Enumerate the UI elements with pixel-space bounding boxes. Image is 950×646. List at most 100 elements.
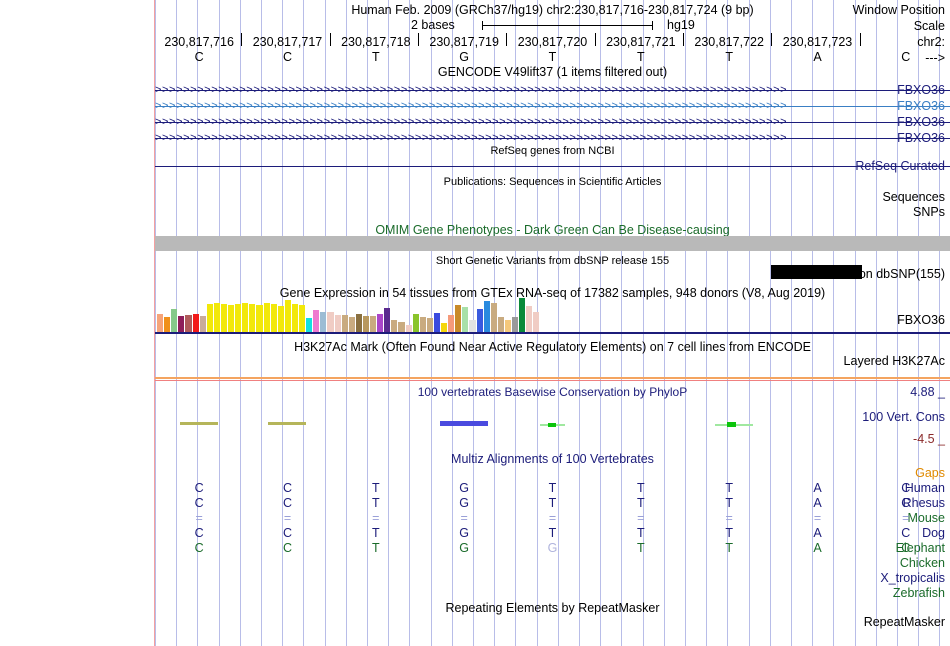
gtex-tissue-bar[interactable] — [433, 312, 441, 332]
gtex-tissue-bar[interactable] — [235, 303, 242, 332]
gtex-tissue-bar[interactable] — [220, 303, 228, 332]
gtex-tissue-bar[interactable] — [228, 304, 235, 332]
species-label-elephant[interactable]: Elephant — [895, 541, 945, 555]
gtex-tissue-bar[interactable] — [398, 321, 405, 332]
gtex-tissue-bar[interactable] — [291, 303, 299, 332]
gtex-tissue-bar[interactable] — [313, 310, 320, 332]
gtex-tissue-bar[interactable] — [306, 318, 313, 332]
gtex-tissue-bar[interactable] — [455, 304, 462, 332]
gtex-tissue-bar[interactable] — [242, 302, 249, 332]
gtex-tissue-bar[interactable] — [476, 309, 483, 332]
alignment-base: T — [637, 496, 645, 510]
h3k27ac-underline — [155, 380, 950, 381]
gtex-tissue-bar[interactable] — [327, 311, 334, 332]
alignment-base: = — [548, 511, 557, 525]
gtex-tissue-bar[interactable] — [426, 318, 433, 332]
gtex-tissue-bar[interactable] — [377, 313, 384, 332]
alignment-base: T — [548, 496, 557, 510]
alignment-base: C — [194, 541, 204, 555]
species-label-rhesus[interactable]: Rhesus — [902, 496, 945, 510]
alignment-base: G — [547, 541, 558, 555]
species-label-zebrafish[interactable]: Zebrafish — [892, 586, 945, 600]
ruler-base: T — [637, 50, 645, 64]
gtex-tissue-bar[interactable] — [441, 322, 448, 332]
gtex-tissue-bar[interactable] — [199, 316, 206, 332]
gtex-tissue-bar[interactable] — [384, 308, 391, 332]
ruler-position: 230,817,718 — [341, 35, 411, 49]
publications-label-snps[interactable]: SNPs — [913, 205, 945, 219]
gtex-tissue-bar[interactable] — [284, 300, 291, 332]
gtex-tissue-bar[interactable] — [370, 316, 377, 332]
gtex-tissue-bar[interactable] — [497, 317, 504, 332]
gtex-tissue-bar[interactable] — [469, 319, 476, 332]
gtex-tissue-bar[interactable] — [164, 317, 171, 332]
repeatmasker-label[interactable]: RepeatMasker — [863, 615, 945, 629]
repeatmasker-track-title: Repeating Elements by RepeatMasker — [445, 601, 660, 615]
conservation-label[interactable]: 100 Vert. Cons — [862, 410, 945, 424]
gtex-label[interactable]: FBXO36 — [897, 313, 945, 327]
gtex-bar-chart[interactable] — [157, 298, 540, 332]
alignment-base: = — [725, 511, 733, 525]
ruler-base: G — [459, 50, 470, 64]
gtex-tissue-bar[interactable] — [213, 302, 220, 332]
gtex-tissue-bar[interactable] — [341, 315, 348, 332]
gtex-tissue-bar[interactable] — [533, 311, 540, 332]
scale-bar-left-cap — [482, 21, 483, 30]
gtex-tissue-bar[interactable] — [185, 315, 192, 332]
species-label-dog[interactable]: Dog — [922, 526, 945, 540]
alignment-base: = — [902, 511, 910, 525]
gtex-tissue-bar[interactable] — [206, 303, 213, 332]
alignment-base: = — [813, 511, 822, 525]
strand-label: ---> — [925, 51, 945, 65]
gtex-tissue-bar[interactable] — [299, 304, 306, 332]
species-label-human[interactable]: Human — [904, 481, 945, 495]
gtex-tissue-bar[interactable] — [462, 307, 469, 332]
gtex-tissue-bar[interactable] — [391, 319, 398, 332]
gtex-tissue-bar[interactable] — [192, 313, 199, 332]
gtex-tissue-bar[interactable] — [355, 313, 362, 332]
species-label-chicken[interactable]: Chicken — [899, 556, 945, 570]
refseq-gene-line[interactable] — [155, 166, 950, 167]
multiz-gaps-label[interactable]: Gaps — [915, 466, 945, 480]
gtex-tissue-bar[interactable] — [519, 298, 526, 332]
scale-label: Scale — [913, 19, 945, 33]
gtex-tissue-bar[interactable] — [419, 317, 426, 332]
species-label-x_tropicalis[interactable]: X_tropicalis — [880, 571, 945, 585]
alignment-base: C — [282, 526, 292, 540]
scale-bar-right-cap — [652, 21, 653, 30]
gtex-tissue-bar[interactable] — [334, 315, 341, 332]
alignment-base: C — [282, 541, 292, 555]
gtex-tissue-bar[interactable] — [157, 313, 164, 332]
gtex-tissue-bar[interactable] — [263, 302, 270, 332]
gtex-tissue-bar[interactable] — [490, 302, 497, 332]
gtex-tissue-bar[interactable] — [483, 301, 490, 332]
alignment-base: = — [283, 511, 292, 525]
publications-label-sequences[interactable]: Sequences — [882, 190, 945, 204]
ruler-position: 230,817,720 — [517, 35, 588, 49]
h3k27ac-label[interactable]: Layered H3K27Ac — [843, 354, 945, 368]
gtex-tissue-bar[interactable] — [448, 315, 455, 332]
gtex-tissue-bar[interactable] — [412, 313, 419, 332]
gtex-tissue-bar[interactable] — [171, 309, 178, 332]
gtex-tissue-bar[interactable] — [178, 316, 185, 332]
alignment-base: = — [195, 511, 203, 525]
gtex-tissue-bar[interactable] — [256, 304, 263, 332]
gencode-track-title: GENCODE V49lift37 (1 items filtered out) — [437, 65, 668, 79]
dbsnp-variant-box[interactable] — [771, 265, 862, 279]
gtex-tissue-bar[interactable] — [405, 325, 412, 332]
gtex-tissue-bar[interactable] — [504, 319, 512, 332]
omim-gene-bar[interactable] — [155, 236, 950, 251]
gtex-tissue-bar[interactable] — [362, 316, 370, 332]
gtex-tissue-bar[interactable] — [526, 305, 533, 332]
gtex-tissue-bar[interactable] — [277, 305, 284, 332]
gtex-tissue-bar[interactable] — [512, 317, 519, 332]
alignment-base: = — [372, 511, 380, 525]
gtex-tissue-bar[interactable] — [249, 303, 256, 332]
species-label-mouse[interactable]: Mouse — [907, 511, 945, 525]
gtex-tissue-bar[interactable] — [320, 311, 327, 332]
ruler-tick — [506, 33, 507, 46]
gtex-tissue-bar[interactable] — [348, 317, 355, 332]
gtex-tissue-bar[interactable] — [270, 303, 277, 332]
ruler-base: C — [194, 50, 204, 64]
